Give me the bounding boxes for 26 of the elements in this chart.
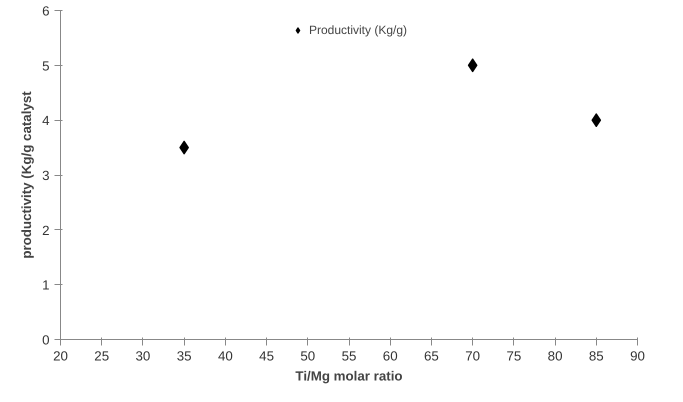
x-tick-label: 60 [382, 348, 398, 364]
x-tick-label: 40 [218, 348, 233, 364]
x-tick-label: 55 [342, 348, 356, 364]
y-tick-label: 0 [42, 332, 50, 348]
x-tick-label: 90 [630, 348, 645, 364]
y-tick-label: 5 [42, 58, 50, 74]
x-tick-label: 80 [548, 348, 562, 364]
point [591, 113, 602, 128]
x-tick-label: 35 [176, 348, 192, 364]
x-tick-label: 30 [136, 348, 150, 364]
y-tick-label: 4 [42, 113, 50, 128]
x-tick-label: 75 [506, 348, 522, 364]
x-tick-label: 70 [465, 348, 480, 364]
x-tick-label: 20 [53, 348, 68, 364]
x-tick-label: 50 [300, 348, 316, 364]
y-tick-label: 3 [42, 168, 50, 183]
legend-label: Productivity (Kg/g) [308, 23, 408, 37]
x-tick-label: 85 [588, 348, 604, 364]
x-tick-label: 25 [94, 348, 110, 364]
x-tick-label: 65 [424, 348, 439, 364]
y-axis-title: productivity (Kg/g catalyst [19, 90, 34, 259]
x-tick-label: 45 [259, 348, 274, 364]
x-axis-title: Ti/Mg molar ratio [295, 368, 403, 384]
y-tick-label: 2 [42, 222, 50, 238]
y-tick-label: 6 [42, 4, 50, 18]
y-tick-label: 1 [42, 278, 50, 293]
